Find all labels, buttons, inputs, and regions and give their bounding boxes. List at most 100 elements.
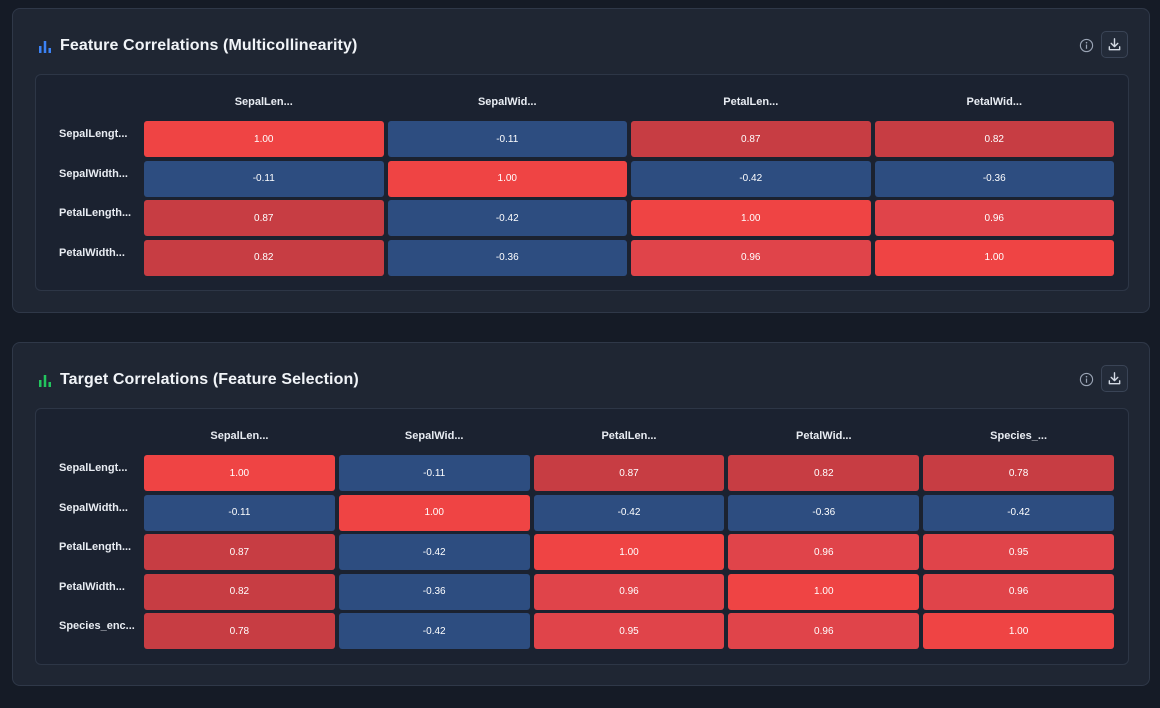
bar-chart-icon — [39, 41, 51, 53]
heatmap-cell[interactable]: 0.96 — [631, 239, 871, 276]
cell-value-label: 0.96 — [984, 212, 1004, 224]
column-header: PetalWid... — [796, 430, 852, 442]
correlation-matrix: SepalLen... SepalWid... PetalLen... PetalWi… — [35, 74, 1129, 291]
heatmap-cell[interactable]: -0.36 — [387, 239, 627, 276]
heatmap-cell[interactable]: 0.96 — [533, 573, 725, 610]
feature-correlations-card: Feature Correlations (Multicollinearity)… — [12, 8, 1150, 313]
cell-value-label: -0.11 — [252, 173, 275, 184]
info-circle-icon[interactable] — [1079, 38, 1094, 53]
heatmap-cell[interactable]: -0.36 — [874, 160, 1114, 197]
heatmap-cell[interactable]: -0.11 — [144, 494, 335, 531]
row-header: SepalWidth... — [59, 167, 128, 180]
cell-value-label: 1.00 — [984, 252, 1004, 263]
cell-value-label: -0.36 — [422, 586, 446, 597]
correlation-matrix: SepalLen... SepalWid... PetalLen... PetalWi… — [35, 408, 1129, 665]
cell-value-label: -0.11 — [228, 507, 251, 518]
heatmap-cell[interactable]: -0.11 — [338, 455, 530, 491]
heatmap-cell[interactable]: 0.82 — [874, 121, 1114, 157]
heatmap-cell[interactable]: 1.00 — [631, 200, 871, 236]
heatmap-cell[interactable]: 1.00 — [533, 534, 725, 570]
heatmap-cell[interactable]: -0.42 — [923, 494, 1114, 531]
heatmap-cell[interactable]: -0.42 — [338, 613, 530, 649]
cell-value-label: 0.87 — [741, 133, 761, 145]
heatmap-cell[interactable]: 1.00 — [728, 573, 920, 610]
cell-value-label: 1.00 — [1008, 625, 1029, 637]
heatmap-cell[interactable]: 1.00 — [874, 239, 1114, 276]
row-header: PetalWidth... — [59, 580, 125, 593]
cell-value-label: 1.00 — [814, 586, 834, 597]
heatmap-cell[interactable]: 0.82 — [144, 573, 335, 610]
info-circle-icon[interactable] — [1079, 372, 1094, 387]
cell-value-label: 0.87 — [619, 467, 639, 479]
heatmap-cell[interactable]: 1.00 — [144, 121, 384, 157]
heatmap-cell[interactable]: 0.82 — [144, 239, 384, 276]
download-button[interactable] — [1101, 31, 1128, 58]
heatmap-cell[interactable]: 0.87 — [533, 455, 725, 491]
cell-value-label: -0.36 — [495, 252, 519, 263]
heatmap-cell[interactable]: -0.36 — [728, 494, 920, 531]
cell-value-label: -0.42 — [617, 507, 641, 518]
heatmap-cell[interactable]: 0.95 — [923, 534, 1114, 570]
heatmap-cell[interactable]: 1.00 — [144, 455, 335, 491]
cell-value-label: -0.42 — [1007, 507, 1030, 518]
heatmap-cell[interactable]: 0.95 — [533, 613, 725, 649]
cell-value-label: 0.95 — [619, 625, 639, 637]
column-header: SepalWid... — [404, 430, 464, 442]
row-header: PetalLength... — [59, 541, 132, 553]
heatmap-cell[interactable]: 0.87 — [144, 534, 335, 570]
heatmap-cell[interactable]: 0.96 — [728, 613, 920, 649]
heatmap-cell[interactable]: -0.11 — [387, 121, 627, 157]
heatmap-cell[interactable]: 1.00 — [338, 494, 530, 531]
cell-value-label: 0.78 — [229, 625, 250, 637]
card-title: Feature Correlations (Multicollinearity) — [60, 37, 358, 54]
heatmap-cell[interactable]: 0.96 — [728, 534, 920, 570]
cell-value-label: 1.00 — [229, 467, 250, 479]
heatmap-cell[interactable]: -0.36 — [338, 573, 530, 610]
cell-value-label: -0.36 — [812, 507, 836, 518]
column-header: SepalLen... — [234, 96, 293, 108]
column-header: PetalLen... — [723, 96, 779, 108]
download-icon — [1108, 372, 1121, 385]
heatmap-cell[interactable]: 0.82 — [728, 455, 920, 491]
heatmap-cell[interactable]: 0.96 — [874, 200, 1114, 236]
column-header: SepalLen... — [210, 430, 269, 442]
cell-value-label: 1.00 — [497, 173, 517, 184]
cell-value-label: 0.82 — [229, 586, 250, 597]
row-header: SepalLengt... — [59, 128, 128, 140]
heatmap-cell[interactable]: 1.00 — [923, 613, 1114, 649]
heatmap-cell[interactable]: -0.11 — [144, 160, 384, 197]
heatmap-cell[interactable]: 1.00 — [387, 160, 627, 197]
cell-value-label: 0.87 — [254, 212, 274, 224]
heatmap-cell[interactable]: 0.87 — [631, 121, 871, 157]
heatmap-cell[interactable]: 0.96 — [923, 573, 1114, 610]
heatmap-cell[interactable]: -0.42 — [387, 200, 627, 236]
row-header: Species_enc... — [59, 620, 135, 632]
card-title: Target Correlations (Feature Selection) — [60, 371, 359, 388]
heatmap-cell[interactable]: 0.87 — [144, 200, 384, 236]
heatmap-cell[interactable]: -0.42 — [533, 494, 725, 531]
download-button[interactable] — [1101, 365, 1128, 392]
cell-value-label: 0.78 — [1008, 467, 1029, 479]
cell-value-label: 0.96 — [619, 586, 639, 597]
cell-value-label: 0.96 — [1008, 586, 1029, 597]
cell-value-label: -0.36 — [982, 173, 1006, 184]
cell-value-label: 0.82 — [984, 133, 1004, 145]
column-header: PetalLen... — [601, 430, 657, 442]
cell-value-label: 0.82 — [254, 252, 274, 263]
target-correlations-card: Target Correlations (Feature Selection) … — [12, 342, 1150, 686]
cell-value-label: 0.96 — [814, 546, 834, 558]
heatmap-cell[interactable]: 0.78 — [923, 455, 1114, 491]
cell-value-label: -0.42 — [495, 212, 519, 224]
heatmap-cell[interactable]: -0.42 — [338, 534, 530, 570]
column-header: Species_... — [990, 430, 1048, 442]
row-header: SepalWidth... — [59, 501, 128, 514]
row-header: PetalLength... — [59, 207, 132, 219]
cell-value-label: 0.82 — [814, 467, 834, 479]
column-header: SepalWid... — [477, 96, 537, 108]
heatmap-cell[interactable]: -0.42 — [631, 160, 871, 197]
cell-value-label: 0.96 — [814, 625, 834, 637]
cell-value-label: -0.11 — [423, 467, 446, 479]
row-header: PetalWidth... — [59, 246, 125, 259]
heatmap-cell[interactable]: 0.78 — [144, 613, 335, 649]
download-icon — [1108, 38, 1121, 51]
